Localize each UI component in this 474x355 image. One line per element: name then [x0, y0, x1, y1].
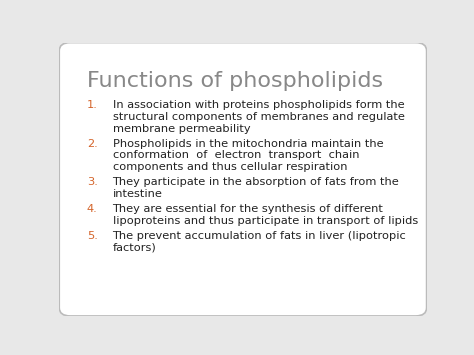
Text: 5.: 5.: [87, 231, 98, 241]
Text: The prevent accumulation of fats in liver (lipotropic: The prevent accumulation of fats in live…: [112, 231, 406, 241]
Text: 1.: 1.: [87, 100, 98, 110]
Text: In association with proteins phospholipids form the: In association with proteins phospholipi…: [112, 100, 404, 110]
FancyBboxPatch shape: [59, 43, 427, 316]
Text: 3.: 3.: [87, 177, 98, 187]
Text: They are essential for the synthesis of different: They are essential for the synthesis of …: [112, 204, 383, 214]
Text: Functions of phospholipids: Functions of phospholipids: [87, 71, 383, 91]
Text: components and thus cellular respiration: components and thus cellular respiration: [112, 162, 347, 172]
Text: They participate in the absorption of fats from the: They participate in the absorption of fa…: [112, 177, 399, 187]
Text: Phospholipids in the mitochondria maintain the: Phospholipids in the mitochondria mainta…: [112, 138, 383, 148]
Text: factors): factors): [112, 242, 156, 252]
Text: 4.: 4.: [87, 204, 98, 214]
Text: membrane permeability: membrane permeability: [112, 124, 250, 133]
Text: conformation  of  electron  transport  chain: conformation of electron transport chain: [112, 150, 359, 160]
Text: structural components of membranes and regulate: structural components of membranes and r…: [112, 112, 404, 122]
Text: 2.: 2.: [87, 138, 98, 148]
Text: intestine: intestine: [112, 189, 163, 199]
Text: lipoproteins and thus participate in transport of lipids: lipoproteins and thus participate in tra…: [112, 215, 418, 226]
